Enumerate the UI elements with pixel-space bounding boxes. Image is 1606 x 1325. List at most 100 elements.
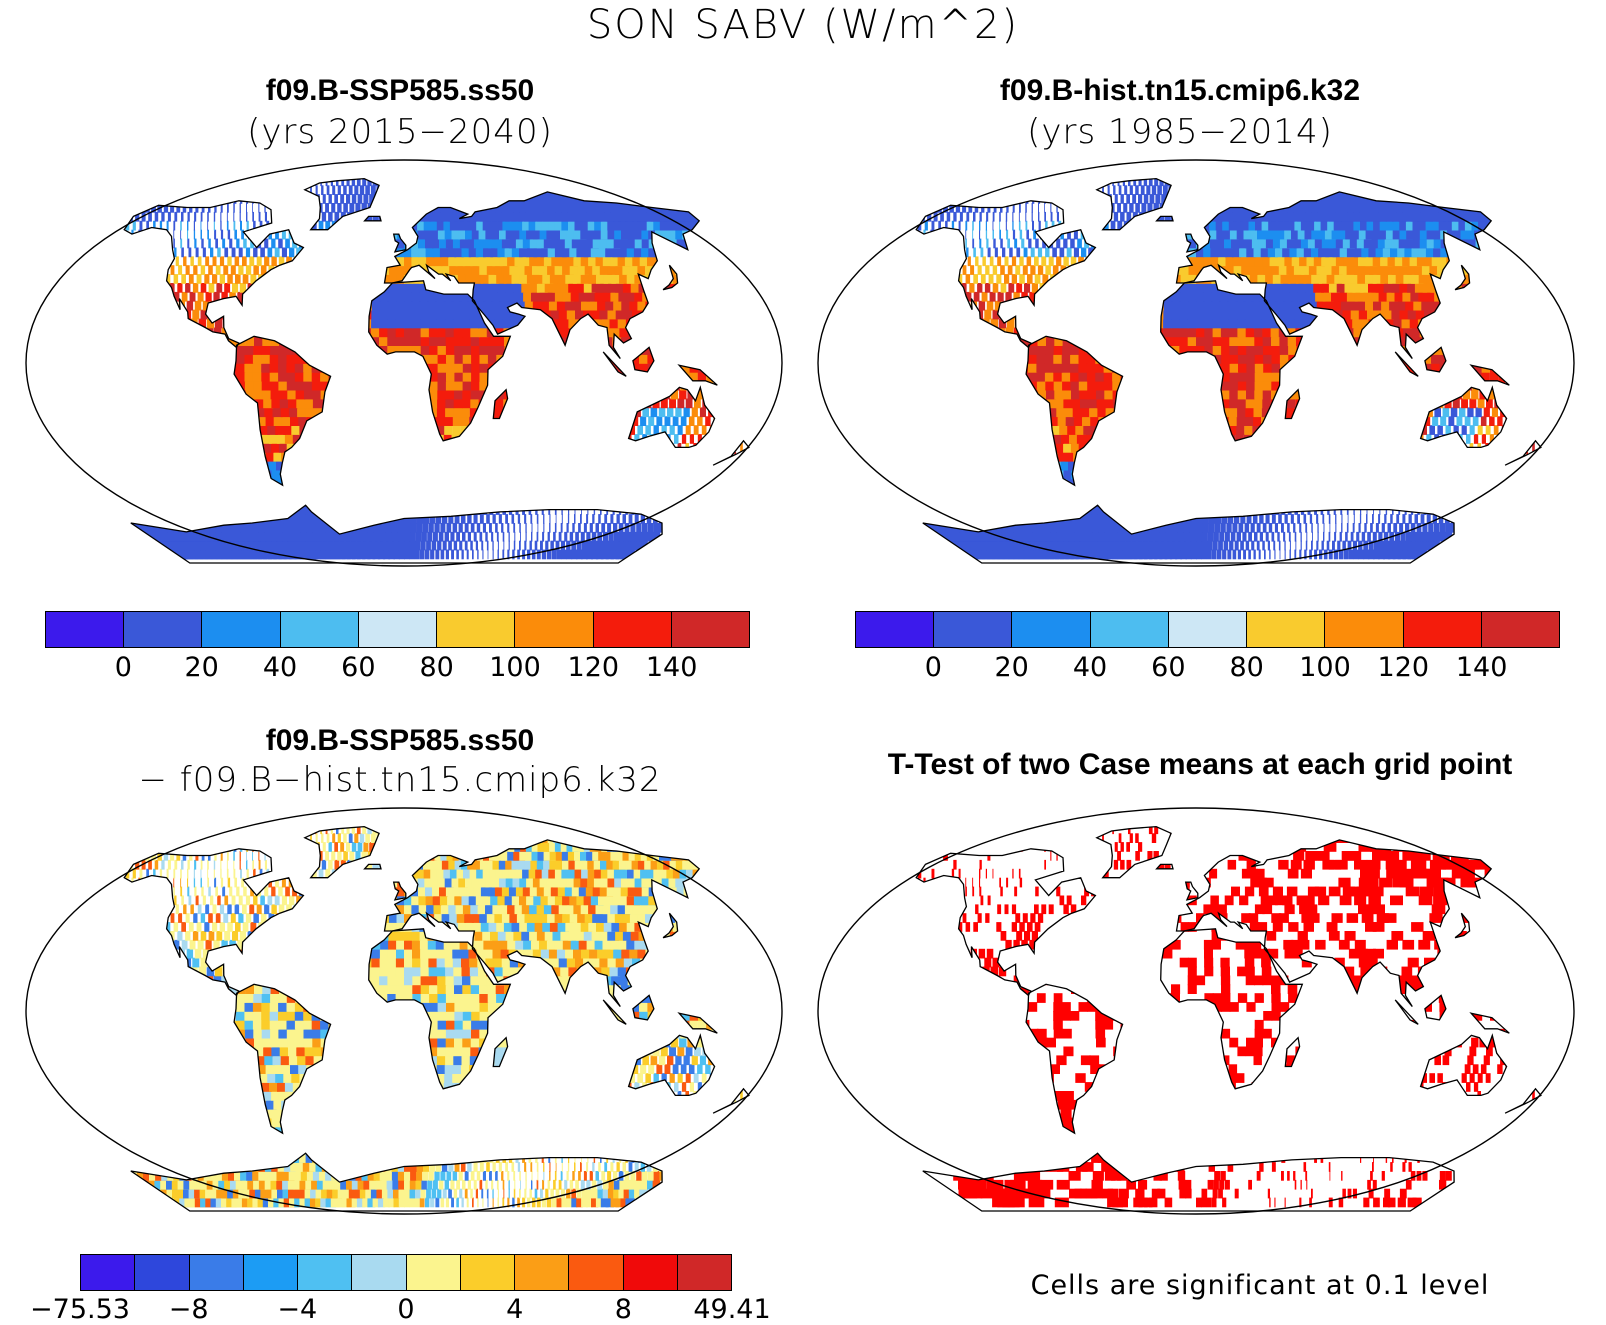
coastline-af	[368, 280, 512, 442]
coastline-nz	[1504, 1087, 1542, 1114]
coastline-af	[1160, 280, 1304, 442]
colorbar-box	[515, 1255, 570, 1290]
colorbar-box	[135, 1255, 190, 1290]
colorbar-box	[280, 612, 359, 647]
colorbar-box	[437, 612, 516, 647]
coastline-bo	[632, 346, 655, 373]
map-boundary	[817, 159, 1575, 567]
map-boundary	[817, 807, 1575, 1215]
coastline-au	[1419, 1033, 1508, 1097]
coastline-na	[915, 848, 1097, 997]
colorbar-tick-label: −75.53	[30, 1294, 130, 1325]
coastline-ic	[1155, 863, 1174, 870]
coastline-jp	[662, 264, 679, 291]
coastline-mg	[492, 1036, 509, 1068]
panel-2-colorbar-ticks: 0 20 40 60 80 100 120 140	[855, 652, 1560, 686]
coastline-ic	[363, 215, 382, 222]
colorbar-tick-label: −8	[168, 1294, 209, 1325]
colorbar-box	[460, 1255, 515, 1290]
coastline-mg	[1284, 388, 1301, 420]
coastline-gr	[1095, 825, 1172, 879]
colorbar-box	[1012, 612, 1091, 647]
colorbar-tick-label: 20	[994, 652, 1029, 683]
map-boundary	[25, 159, 783, 567]
colorbar-tick-label: 0	[924, 652, 942, 683]
coastline-eu	[383, 191, 701, 360]
panel-3-map	[25, 807, 783, 1215]
coastline-nz	[712, 439, 750, 466]
coastline-au	[1419, 385, 1508, 449]
coastline-nz	[1504, 439, 1542, 466]
coastline-jp	[662, 912, 679, 939]
coastline-na	[123, 200, 305, 349]
coastline-mg	[1284, 1036, 1301, 1068]
coastline-an	[130, 504, 663, 564]
colorbar-tick-label: 80	[1229, 652, 1264, 683]
coastline-eu	[1175, 191, 1493, 360]
coastline-bo	[1424, 346, 1447, 373]
colorbar-box	[671, 612, 749, 647]
colorbar-tick-label: 8	[614, 1294, 632, 1325]
panel-2-colorbar	[855, 611, 1560, 648]
panel-1-colorbar	[45, 611, 750, 648]
coastline-gr	[303, 177, 380, 231]
coastline-bo	[632, 994, 655, 1021]
panel-3-colorbar	[80, 1254, 732, 1291]
colorbar-tick-label: 120	[567, 652, 620, 683]
land-field	[124, 826, 749, 1208]
colorbar-box	[298, 1255, 353, 1290]
coastline-ng	[1469, 364, 1510, 386]
panel-2-map	[817, 159, 1575, 567]
land-field	[916, 178, 1541, 560]
colorbar-box	[352, 1255, 407, 1290]
panel-3-subtitle: − f09.B−hist.tn15.cmip6.k32	[138, 760, 662, 800]
colorbar-box	[677, 1255, 731, 1290]
coastline-nz	[712, 1087, 750, 1114]
coastlines	[123, 825, 750, 1212]
coastline-an	[922, 504, 1455, 564]
colorbar-box	[623, 1255, 678, 1290]
colorbar-tick-label: 120	[1377, 652, 1430, 683]
panel-3-title: f09.B-SSP585.ss50	[265, 724, 535, 757]
colorbar-tick-label: 140	[1455, 652, 1508, 683]
colorbar-tick-label: 100	[489, 652, 541, 683]
coastline-na	[915, 200, 1097, 349]
coastline-ic	[1155, 215, 1174, 222]
colorbar-box	[856, 612, 935, 647]
coastline-gr	[303, 825, 380, 879]
coastlines	[915, 825, 1542, 1212]
colorbar-box	[406, 1255, 461, 1290]
colorbar-box	[243, 1255, 298, 1290]
colorbar-box	[1481, 612, 1559, 647]
panel-2-title: f09.B-hist.tn15.cmip6.k32	[999, 74, 1361, 107]
figure-title: SON SABV (W/m^2)	[586, 2, 1020, 48]
colorbar-tick-label: 140	[645, 652, 698, 683]
colorbar-box	[1168, 612, 1248, 647]
colorbar-box	[1247, 612, 1326, 647]
coastline-uk	[392, 233, 407, 253]
coastline-su	[602, 351, 627, 377]
colorbar-tick-label: 60	[1151, 652, 1186, 683]
colorbar-tick-label: 100	[1299, 652, 1351, 683]
colorbar-tick-label: 0	[397, 1294, 415, 1325]
colorbar-tick-label: 60	[341, 652, 376, 683]
colorbar-box	[189, 1255, 244, 1290]
colorbar-tick-label: 20	[184, 652, 219, 683]
coastline-sa	[1025, 335, 1124, 487]
panel-2-subtitle: (yrs 1985−2014)	[1027, 112, 1333, 152]
colorbar-box	[593, 612, 672, 647]
coastline-ic	[363, 863, 382, 870]
panel-1-colorbar-ticks: 0 20 40 60 80 100 120 140	[45, 652, 750, 686]
colorbar-tick-label: 40	[1072, 652, 1108, 683]
colorbar-box	[1090, 612, 1169, 647]
colorbar-box	[934, 612, 1013, 647]
coastline-eu	[383, 839, 701, 1008]
panel-3-colorbar-ticks: −75.53 −8 −4 0 4 8 49.41	[30, 1294, 771, 1325]
coastline-ng	[677, 364, 718, 386]
coastline-uk	[1184, 881, 1199, 901]
coastline-an	[130, 1152, 663, 1212]
colorbar-box	[1403, 612, 1482, 647]
coastline-ng	[677, 1012, 718, 1034]
panel-1-title: f09.B-SSP585.ss50	[265, 74, 535, 107]
colorbar-box	[358, 612, 438, 647]
